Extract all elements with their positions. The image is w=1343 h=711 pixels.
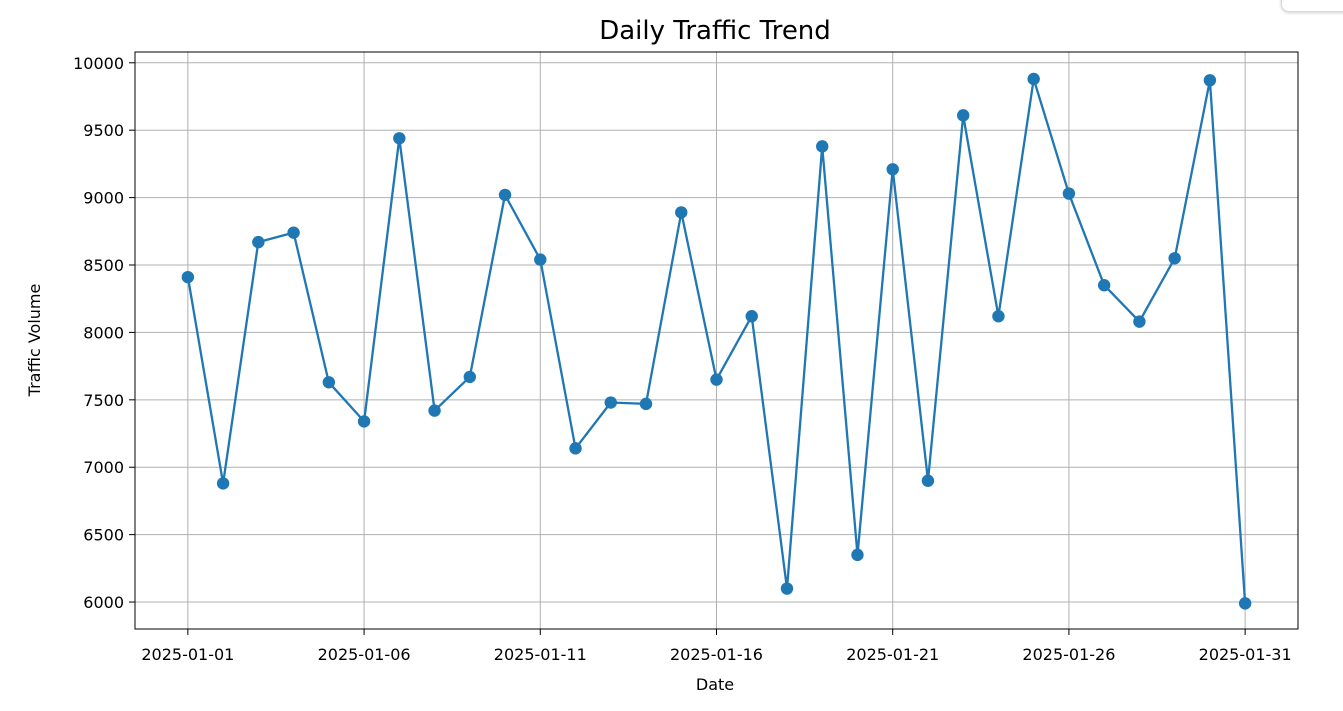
x-tick-label: 2025-01-11 bbox=[494, 645, 587, 664]
data-point bbox=[1203, 74, 1217, 87]
data-point bbox=[851, 548, 864, 562]
x-tick-label: 2025-01-31 bbox=[1199, 645, 1292, 664]
data-point bbox=[886, 163, 899, 176]
y-tick-label: 6000 bbox=[83, 593, 124, 612]
data-point bbox=[1168, 252, 1181, 265]
data-point bbox=[428, 404, 441, 417]
data-point bbox=[816, 140, 829, 153]
y-tick-label: 7000 bbox=[83, 458, 124, 477]
x-tick-label: 2025-01-01 bbox=[141, 645, 234, 664]
x-tick-label: 2025-01-21 bbox=[846, 645, 939, 664]
data-point bbox=[1027, 72, 1040, 86]
data-point bbox=[956, 109, 970, 122]
y-tick-label: 8000 bbox=[83, 323, 124, 342]
x-tick-label: 2025-01-06 bbox=[318, 645, 411, 664]
data-point bbox=[639, 397, 653, 411]
data-point bbox=[498, 188, 512, 202]
chart-title: Daily Traffic Trend bbox=[599, 16, 831, 46]
y-axis-label: Traffic Volume bbox=[25, 284, 44, 398]
data-point bbox=[1133, 315, 1146, 328]
data-point bbox=[181, 270, 195, 284]
data-point bbox=[921, 474, 935, 487]
corner-widget[interactable] bbox=[1281, 0, 1343, 12]
data-point bbox=[322, 376, 336, 389]
data-point bbox=[992, 310, 1005, 323]
data-point bbox=[1062, 187, 1076, 200]
y-tick-label: 10000 bbox=[73, 54, 124, 73]
y-axis: 6000 6500 7000 7500 8000 8500 9000 9500 10000 bbox=[73, 54, 135, 612]
y-tick-label: 8500 bbox=[83, 256, 124, 275]
x-axis-label: Date bbox=[696, 675, 734, 694]
y-tick-label: 6500 bbox=[83, 526, 124, 545]
grid bbox=[135, 52, 1298, 629]
data-point bbox=[463, 370, 477, 384]
x-tick-label: 2025-01-26 bbox=[1022, 645, 1115, 664]
data-point bbox=[1097, 279, 1111, 292]
data-point bbox=[393, 132, 406, 145]
y-tick-label: 7500 bbox=[83, 391, 124, 410]
x-tick-label: 2025-01-16 bbox=[670, 645, 763, 664]
data-point bbox=[780, 582, 794, 595]
data-point bbox=[534, 253, 547, 266]
series-layer bbox=[181, 72, 1252, 610]
data-point bbox=[745, 310, 758, 323]
x-axis: 2025-01-01 2025-01-06 2025-01-11 2025-01-16… bbox=[141, 629, 1292, 664]
data-point bbox=[216, 477, 230, 490]
data-point bbox=[1238, 597, 1252, 610]
data-point bbox=[287, 226, 300, 239]
data-point bbox=[252, 235, 265, 249]
data-point bbox=[675, 206, 688, 219]
data-point bbox=[604, 396, 617, 409]
data-point bbox=[710, 373, 723, 386]
data-point bbox=[569, 442, 582, 455]
y-tick-label: 9500 bbox=[83, 121, 124, 140]
y-tick-label: 9000 bbox=[83, 189, 124, 208]
data-point bbox=[357, 415, 371, 428]
